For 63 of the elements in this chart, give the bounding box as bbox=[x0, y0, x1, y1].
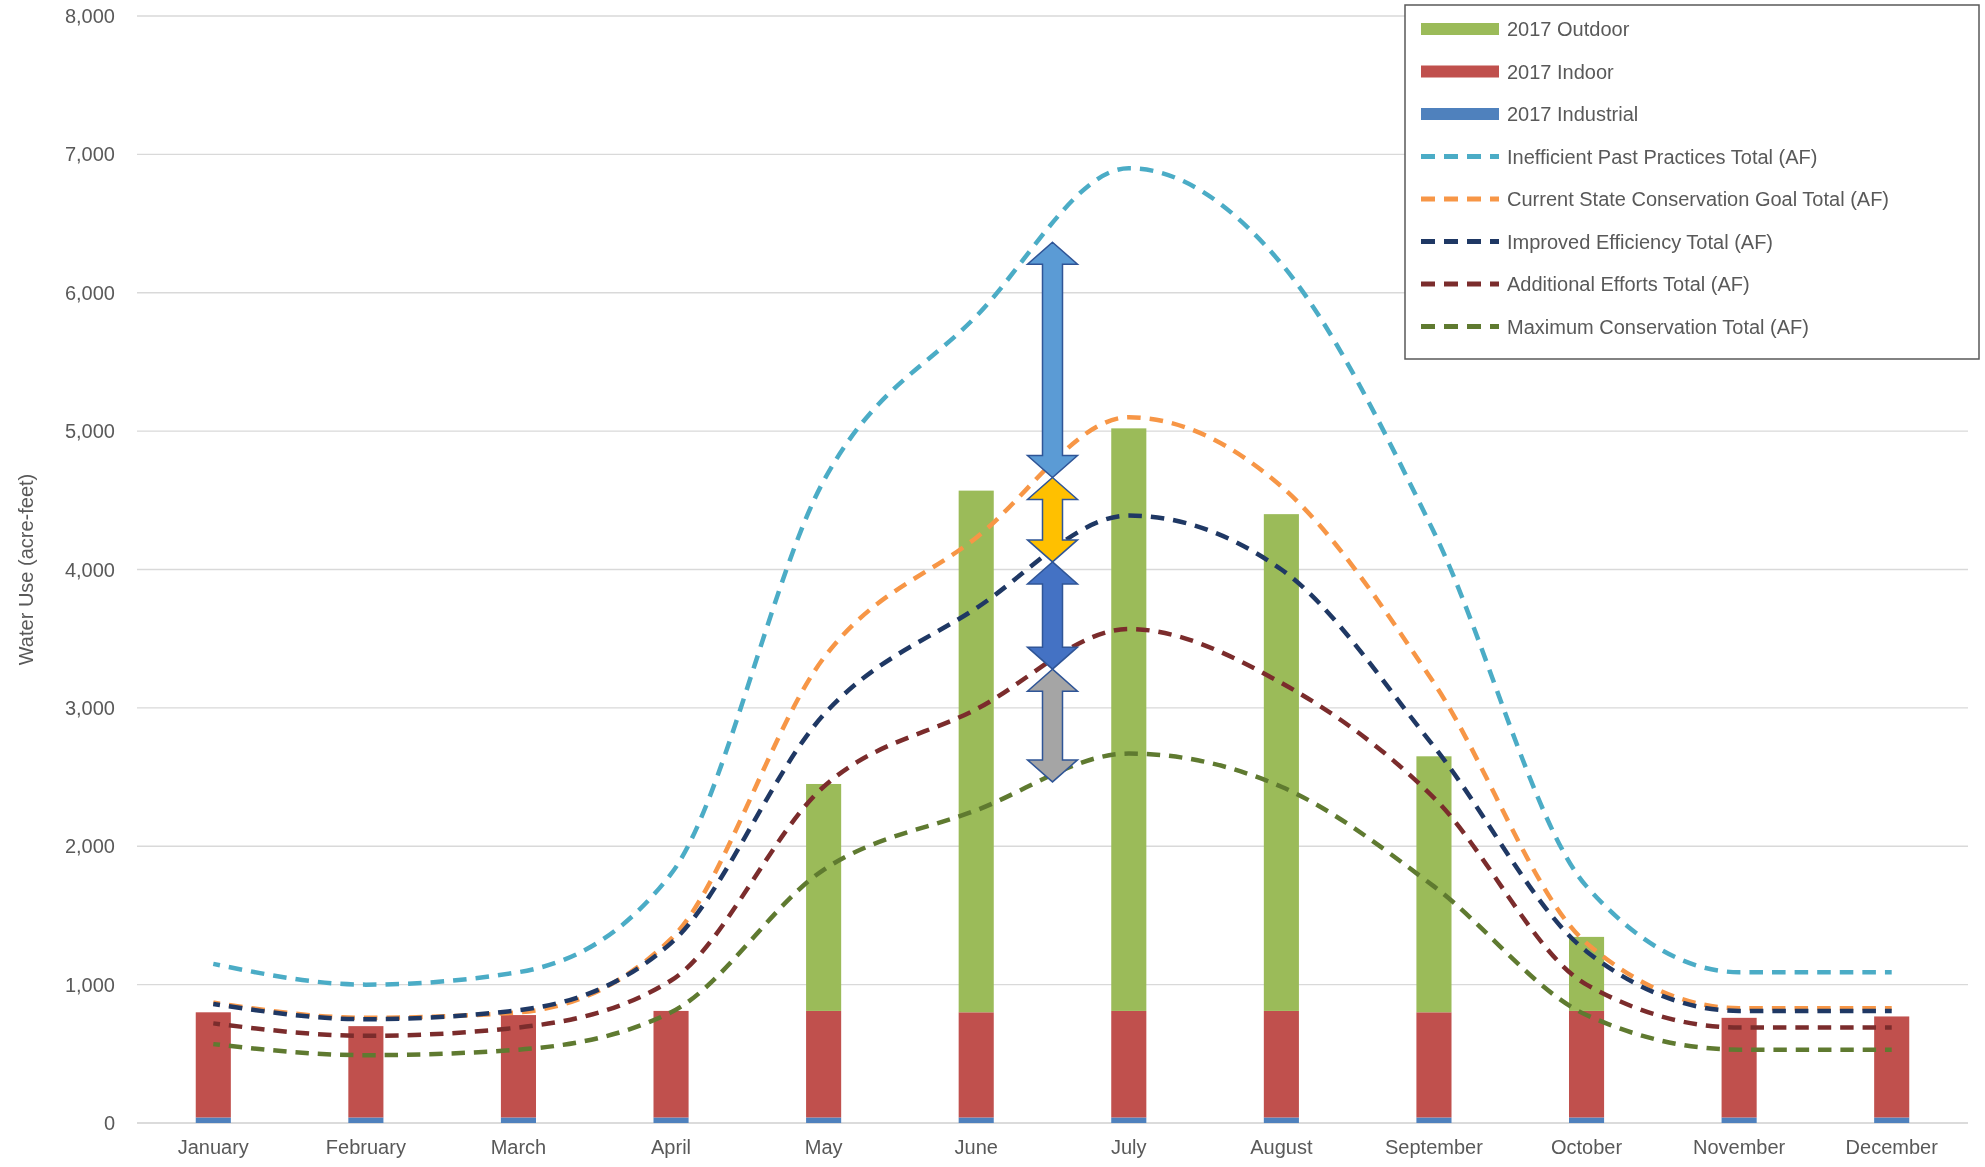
y-axis-title: Water Use (acre-feet) bbox=[15, 473, 37, 666]
legend-label: 2017 Outdoor bbox=[1507, 18, 1630, 40]
bar bbox=[500, 1117, 537, 1123]
x-tick-label: January bbox=[177, 1136, 249, 1158]
bar bbox=[1111, 1117, 1147, 1123]
bar bbox=[1416, 756, 1452, 1013]
x-tick-label: October bbox=[1550, 1136, 1623, 1158]
bar bbox=[1111, 428, 1147, 1011]
y-tick-label: 2,000 bbox=[64, 835, 115, 858]
bar bbox=[806, 1117, 842, 1123]
bar bbox=[1568, 1117, 1605, 1123]
bar bbox=[1568, 1010, 1605, 1118]
bar bbox=[958, 1117, 994, 1123]
y-tick-label: 7,000 bbox=[64, 143, 115, 166]
line-series bbox=[211, 751, 1894, 1058]
bar bbox=[348, 1117, 384, 1123]
bar bbox=[653, 1117, 689, 1123]
bar bbox=[1263, 514, 1299, 1011]
y-tick-label: 5,000 bbox=[64, 420, 115, 443]
bar bbox=[500, 1015, 537, 1118]
bar bbox=[806, 1010, 842, 1118]
x-tick-label: November bbox=[1692, 1136, 1786, 1158]
bar bbox=[958, 490, 994, 1013]
x-tick-label: February bbox=[325, 1136, 406, 1158]
legend-label: Current State Conservation Goal Total (AF) bbox=[1507, 188, 1890, 210]
y-tick-label: 0 bbox=[103, 1112, 115, 1134]
bar bbox=[1263, 1010, 1299, 1118]
bar bbox=[195, 1012, 231, 1118]
bar bbox=[195, 1117, 231, 1123]
bar bbox=[1721, 1117, 1757, 1123]
line-series bbox=[211, 513, 1894, 1022]
bar bbox=[1874, 1016, 1910, 1118]
legend-label: 2017 Industrial bbox=[1507, 103, 1639, 125]
legend-label: Maximum Conservation Total (AF) bbox=[1507, 315, 1809, 338]
bar bbox=[1111, 1010, 1147, 1118]
bar bbox=[1416, 1012, 1452, 1118]
bar bbox=[1416, 1117, 1452, 1123]
y-tick-label: 8,000 bbox=[64, 5, 115, 27]
x-tick-label: April bbox=[651, 1136, 692, 1158]
legend-label: 2017 Indoor bbox=[1507, 60, 1615, 83]
bar bbox=[1721, 1017, 1757, 1118]
bar bbox=[1263, 1117, 1299, 1123]
legend-label: Improved Efficiency Total (AF) bbox=[1507, 230, 1774, 253]
legend-label: Inefficient Past Practices Total (AF) bbox=[1507, 145, 1818, 168]
y-tick-label: 6,000 bbox=[64, 281, 115, 304]
x-tick-label: July bbox=[1111, 1136, 1147, 1158]
bar bbox=[348, 1026, 384, 1118]
x-tick-label: May bbox=[804, 1136, 843, 1158]
x-tick-label: December bbox=[1845, 1136, 1939, 1158]
bar bbox=[958, 1012, 994, 1118]
line-series bbox=[211, 626, 1894, 1039]
bar bbox=[806, 783, 842, 1011]
bar bbox=[1874, 1117, 1910, 1123]
line-series bbox=[211, 415, 1894, 1021]
legend-label: Additional Efforts Total (AF) bbox=[1507, 273, 1750, 295]
y-tick-label: 3,000 bbox=[64, 696, 115, 719]
y-tick-label: 1,000 bbox=[64, 973, 115, 996]
x-tick-label: August bbox=[1250, 1136, 1313, 1158]
x-tick-label: September bbox=[1385, 1136, 1484, 1158]
bar bbox=[653, 1010, 689, 1118]
y-tick-label: 4,000 bbox=[64, 558, 115, 581]
x-tick-label: June bbox=[954, 1136, 998, 1158]
x-tick-label: March bbox=[490, 1136, 547, 1158]
